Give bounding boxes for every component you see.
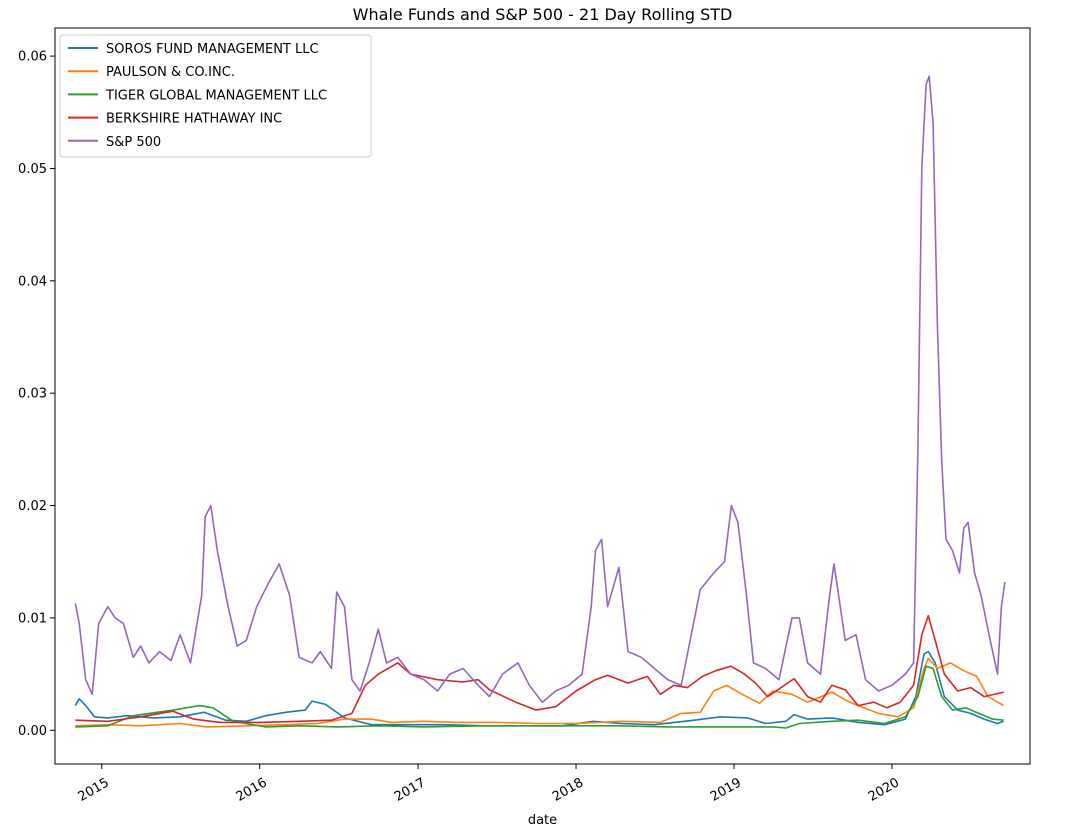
x-axis-label: date bbox=[528, 813, 557, 828]
y-axis: 0.00 0.01 0.02 0.03 0.04 0.05 0.06 bbox=[18, 50, 55, 739]
y-tick-label: 0.00 bbox=[18, 724, 47, 739]
legend-label: PAULSON & CO.INC. bbox=[106, 65, 235, 80]
series-layer bbox=[74, 75, 1006, 729]
plot-frame bbox=[54, 27, 1031, 765]
legend-label: BERKSHIRE HATHAWAY INC bbox=[106, 112, 282, 127]
series-line-4 bbox=[74, 75, 1006, 704]
legend-label: SOROS FUND MANAGEMENT LLC bbox=[106, 42, 319, 57]
legend-label: S&P 500 bbox=[106, 135, 161, 150]
chart-title: Whale Funds and S&P 500 - 21 Day Rolling… bbox=[353, 5, 733, 24]
series-line-1 bbox=[75, 657, 1004, 728]
x-tick-label: 2019 bbox=[708, 775, 744, 805]
x-tick-label: 2015 bbox=[76, 775, 112, 805]
x-tick-label: 2016 bbox=[234, 775, 270, 805]
x-tick-label: 2018 bbox=[550, 775, 586, 805]
y-tick-label: 0.05 bbox=[18, 162, 47, 177]
y-tick-label: 0.03 bbox=[18, 387, 47, 402]
series-line-2 bbox=[75, 665, 1004, 729]
y-tick-label: 0.04 bbox=[18, 274, 47, 289]
x-axis: 2015 2016 2017 2018 2019 2020 bbox=[76, 764, 902, 805]
series-line-0 bbox=[74, 650, 1004, 727]
legend: SOROS FUND MANAGEMENT LLC PAULSON & CO.IN… bbox=[59, 34, 372, 158]
x-tick-label: 2020 bbox=[866, 775, 902, 805]
series-line-3 bbox=[75, 614, 1004, 724]
legend-label: TIGER GLOBAL MANAGEMENT LLC bbox=[105, 88, 327, 103]
y-tick-label: 0.02 bbox=[18, 499, 47, 514]
y-tick-label: 0.01 bbox=[18, 611, 47, 626]
y-tick-label: 0.06 bbox=[18, 50, 47, 65]
legend-box bbox=[59, 34, 372, 158]
x-tick-label: 2017 bbox=[392, 775, 428, 805]
